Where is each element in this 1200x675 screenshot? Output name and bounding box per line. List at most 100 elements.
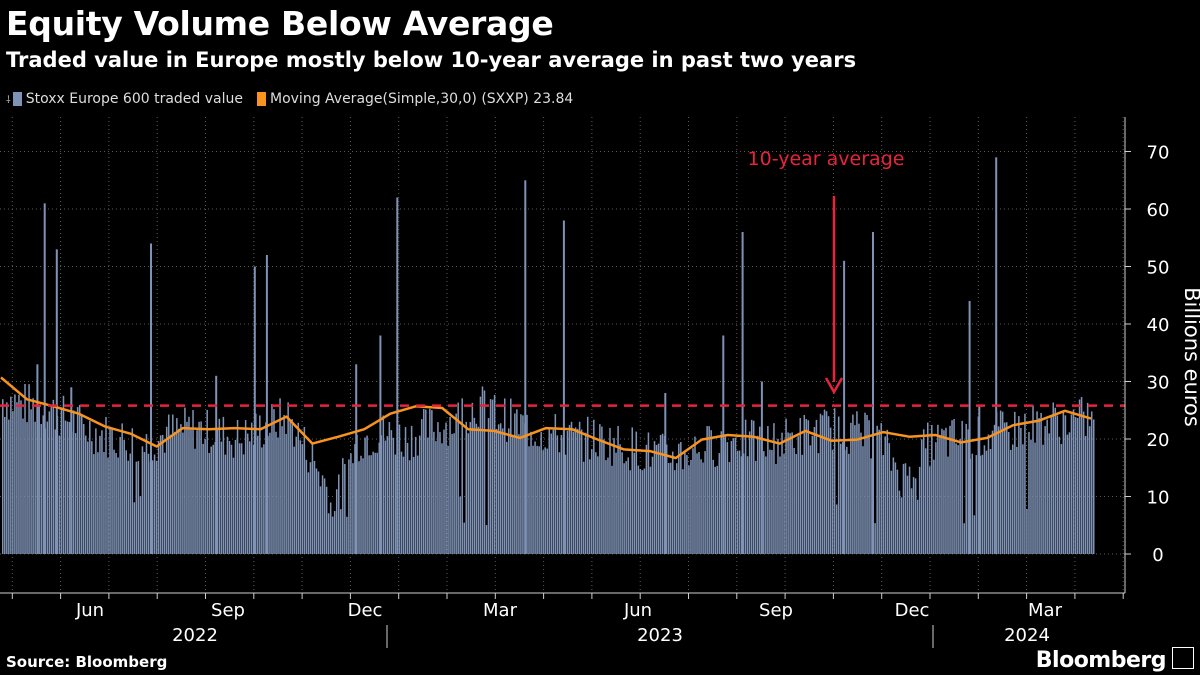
- bar: [748, 431, 751, 554]
- bar: [981, 454, 984, 554]
- bar: [510, 398, 512, 554]
- bar: [291, 419, 293, 554]
- bar: [941, 428, 943, 554]
- bar: [167, 414, 170, 554]
- bar: [1054, 407, 1057, 554]
- bar: [1007, 432, 1010, 554]
- bar: [117, 457, 119, 554]
- bar: [892, 457, 895, 554]
- bar: [684, 451, 686, 554]
- bar: [161, 434, 164, 554]
- bar: [445, 422, 447, 554]
- bar: [485, 525, 488, 554]
- bar: [702, 462, 704, 554]
- bar: [216, 428, 219, 554]
- y-tick-label: 70: [1147, 143, 1170, 164]
- bar: [817, 453, 820, 554]
- bar: [489, 399, 492, 554]
- bar: [558, 452, 561, 554]
- bar: [542, 450, 544, 554]
- bar: [1090, 411, 1093, 554]
- bar: [860, 432, 862, 554]
- bar: [526, 414, 528, 554]
- bar: [30, 409, 32, 554]
- bar-spike: [995, 157, 998, 555]
- bar: [550, 433, 553, 554]
- bar: [643, 468, 646, 554]
- bar: [645, 444, 648, 554]
- bar: [74, 433, 77, 554]
- x-tick-label: Sep: [211, 600, 245, 621]
- x-year-label: 2022: [172, 625, 218, 646]
- bar: [605, 460, 607, 554]
- bar: [975, 455, 978, 554]
- bar: [1086, 402, 1089, 554]
- bar: [520, 414, 522, 554]
- bar: [352, 463, 354, 554]
- bar: [342, 458, 344, 554]
- bar: [386, 436, 389, 554]
- bar: [54, 429, 57, 554]
- bar: [18, 394, 20, 554]
- bar: [1074, 417, 1077, 554]
- bar: [279, 398, 281, 554]
- y-tick-label: 30: [1147, 373, 1170, 394]
- bar: [315, 468, 318, 554]
- bar: [619, 444, 621, 554]
- bar: [392, 437, 395, 554]
- pin-icon: ⸸: [6, 95, 11, 106]
- bar: [1026, 508, 1028, 554]
- bar: [771, 450, 773, 554]
- bar: [143, 452, 146, 554]
- x-tick-label: Jun: [75, 600, 104, 621]
- bar: [1046, 419, 1048, 554]
- bar: [799, 417, 802, 554]
- bar: [1078, 399, 1081, 554]
- bar: [459, 496, 461, 554]
- bar: [746, 456, 749, 554]
- bar: [516, 409, 518, 554]
- bar: [113, 449, 115, 554]
- bar: [323, 478, 326, 554]
- bar: [358, 461, 360, 554]
- bar: [797, 436, 799, 554]
- bar: [103, 452, 105, 554]
- bar: [603, 439, 605, 554]
- bar: [785, 418, 787, 554]
- bar: [763, 451, 765, 554]
- chart-title: Equity Volume Below Average: [6, 4, 554, 43]
- bar: [62, 395, 65, 554]
- y-tick-label: 0: [1152, 545, 1163, 566]
- bar: [457, 402, 459, 554]
- bar: [595, 452, 597, 554]
- bar: [1024, 413, 1026, 554]
- bar: [667, 462, 670, 554]
- legend-swatch-bars: [12, 92, 22, 106]
- bar-spike: [150, 243, 152, 554]
- bar: [665, 444, 668, 554]
- bar: [4, 416, 6, 554]
- bar-spike: [562, 220, 565, 554]
- bar: [623, 463, 625, 554]
- bar: [406, 442, 409, 554]
- bar-spike: [978, 404, 981, 554]
- bar: [878, 429, 880, 554]
- bar: [159, 435, 162, 554]
- bar: [811, 435, 814, 554]
- bar: [451, 434, 453, 554]
- x-tick-label: Sep: [759, 600, 793, 621]
- bar: [698, 452, 700, 554]
- bar: [791, 432, 793, 554]
- bar: [767, 426, 769, 554]
- bar: [331, 516, 334, 554]
- bar: [906, 475, 909, 554]
- bar: [170, 434, 172, 554]
- bar: [503, 398, 506, 554]
- bar: [155, 460, 158, 554]
- bar: [1082, 411, 1085, 554]
- bar: [514, 413, 516, 554]
- bar: [382, 415, 385, 554]
- bar: [174, 431, 176, 554]
- bar: [384, 440, 387, 554]
- bar: [880, 423, 882, 554]
